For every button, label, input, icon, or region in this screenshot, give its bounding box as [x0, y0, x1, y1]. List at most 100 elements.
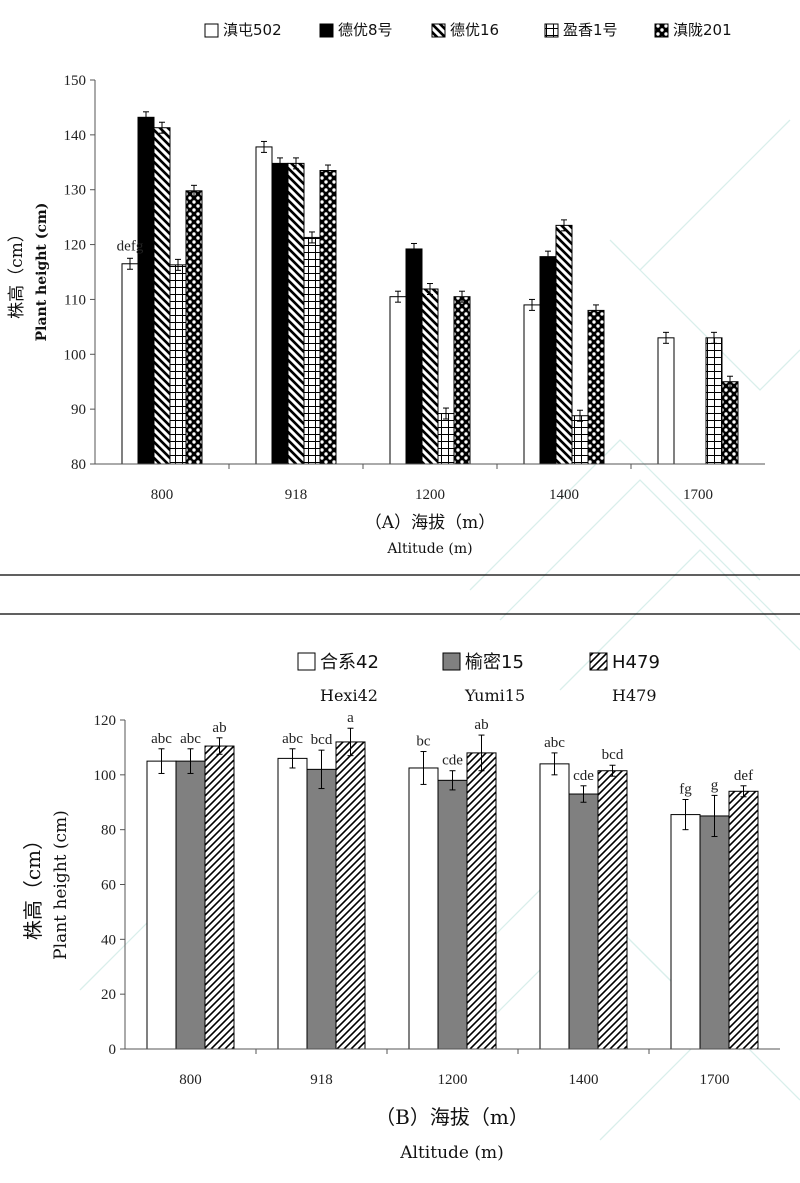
significance-label: fg — [679, 782, 692, 798]
chart-a-bars: defg — [117, 111, 739, 465]
error-bar — [682, 799, 689, 831]
error-bar — [727, 375, 733, 388]
legend-item: 德优8号 — [319, 21, 393, 39]
error-bar — [529, 298, 535, 311]
bar — [705, 337, 723, 465]
error-bar — [420, 751, 427, 785]
error-bar — [427, 283, 433, 295]
significance-label: abc — [282, 731, 303, 747]
x-tick-label: 800 — [151, 487, 174, 503]
chart-b-x-ticks: 800 918 1200 1400 1700 — [179, 1049, 730, 1088]
bar — [699, 815, 730, 1050]
chart-a-xlabel-cn: （A）海拔（m） — [365, 513, 495, 533]
bar — [146, 760, 177, 1050]
bar — [175, 760, 206, 1050]
error-bar — [580, 785, 587, 803]
chart-a-x-ticks: 800 918 1200 1400 1700 — [151, 464, 713, 503]
bar — [306, 768, 337, 1050]
significance-label: bcd — [311, 732, 333, 748]
bar — [555, 224, 573, 465]
bar — [466, 752, 497, 1050]
bar — [523, 304, 541, 465]
y-tick-label: 0 — [109, 1042, 117, 1058]
bar — [657, 337, 675, 465]
error-bar — [143, 111, 149, 124]
bar — [437, 413, 455, 465]
significance-label: ab — [474, 717, 488, 733]
bar — [303, 236, 321, 465]
error-bar — [191, 184, 197, 197]
error-bar — [318, 749, 325, 790]
legend-label: 德优8号 — [338, 21, 393, 39]
bar — [169, 264, 187, 465]
y-tick-label: 80 — [71, 457, 86, 473]
legend-swatch — [204, 23, 219, 38]
y-tick-label: 150 — [64, 73, 87, 89]
significance-label: ab — [212, 720, 226, 736]
legend-label: H479 — [612, 652, 660, 673]
bar — [587, 309, 605, 465]
chart-a-ylabel-en: Plant height (cm) — [34, 203, 50, 342]
chart-b-xlabel-cn: （B）海拔（m） — [375, 1105, 529, 1129]
legend-swatch — [544, 23, 559, 38]
y-tick-label: 120 — [94, 713, 117, 729]
error-bar — [711, 794, 718, 838]
error-bar — [293, 157, 299, 170]
error-bar — [561, 219, 567, 232]
bar — [571, 415, 589, 465]
bar — [335, 741, 366, 1050]
bar — [728, 790, 759, 1050]
x-tick-label: 1700 — [700, 1072, 730, 1088]
error-bar — [545, 250, 551, 263]
error-bar — [127, 257, 133, 270]
error-bar — [289, 748, 296, 769]
error-bar — [609, 764, 616, 777]
chart-b-ylabel-cn: 株高（cm） — [21, 830, 45, 940]
significance-label: cde — [573, 768, 594, 784]
bar — [721, 381, 739, 465]
error-bar — [216, 737, 223, 755]
legend-label: 滇屯502 — [223, 21, 282, 39]
bar — [185, 190, 203, 465]
x-tick-label: 1200 — [415, 487, 445, 503]
bar — [539, 256, 557, 465]
bar — [137, 116, 155, 465]
chart-b-xlabel-en: Altitude (m) — [399, 1143, 504, 1163]
error-bar — [277, 157, 283, 170]
bar — [408, 767, 439, 1050]
chart-a-ylabel-cn: 株高（cm） — [7, 225, 27, 319]
error-bar — [711, 331, 717, 344]
error-bar — [175, 258, 181, 271]
x-tick-label: 800 — [179, 1072, 202, 1088]
annotation-label: defg — [117, 238, 144, 254]
error-bar — [395, 290, 401, 303]
chart-a-legend: 滇屯502 德优8号 德优16 盈香1号 滇陇201 — [204, 21, 732, 39]
significance-label: cde — [442, 753, 463, 769]
bar — [539, 763, 570, 1050]
error-bar — [740, 785, 747, 798]
significance-label: g — [711, 777, 719, 793]
x-tick-label: 1400 — [549, 487, 579, 503]
significance-label: abc — [151, 731, 172, 747]
x-tick-label: 918 — [310, 1072, 333, 1088]
significance-label: bcd — [602, 747, 624, 763]
chart-a-y-ticks: 80 90 100 110 120 130 140 150 — [64, 73, 95, 473]
chart-b-ylabel-en: Plant height (cm) — [51, 810, 71, 960]
legend-item: 德优16 — [431, 21, 499, 39]
legend-swatch — [319, 23, 334, 38]
legend-swatch — [442, 652, 461, 671]
y-tick-label: 110 — [64, 292, 86, 308]
bar — [421, 288, 439, 465]
y-tick-label: 90 — [71, 402, 86, 418]
significance-label: bc — [416, 734, 431, 750]
y-tick-label: 20 — [101, 987, 116, 1003]
bar — [204, 745, 235, 1050]
y-tick-label: 80 — [101, 823, 116, 839]
legend-swatch — [431, 23, 446, 38]
error-bar — [551, 752, 558, 776]
legend-label: 合系42 — [320, 652, 379, 673]
x-tick-label: 1700 — [683, 487, 713, 503]
bar — [670, 814, 701, 1050]
chart-a-xlabel-en: Altitude (m) — [386, 541, 472, 557]
